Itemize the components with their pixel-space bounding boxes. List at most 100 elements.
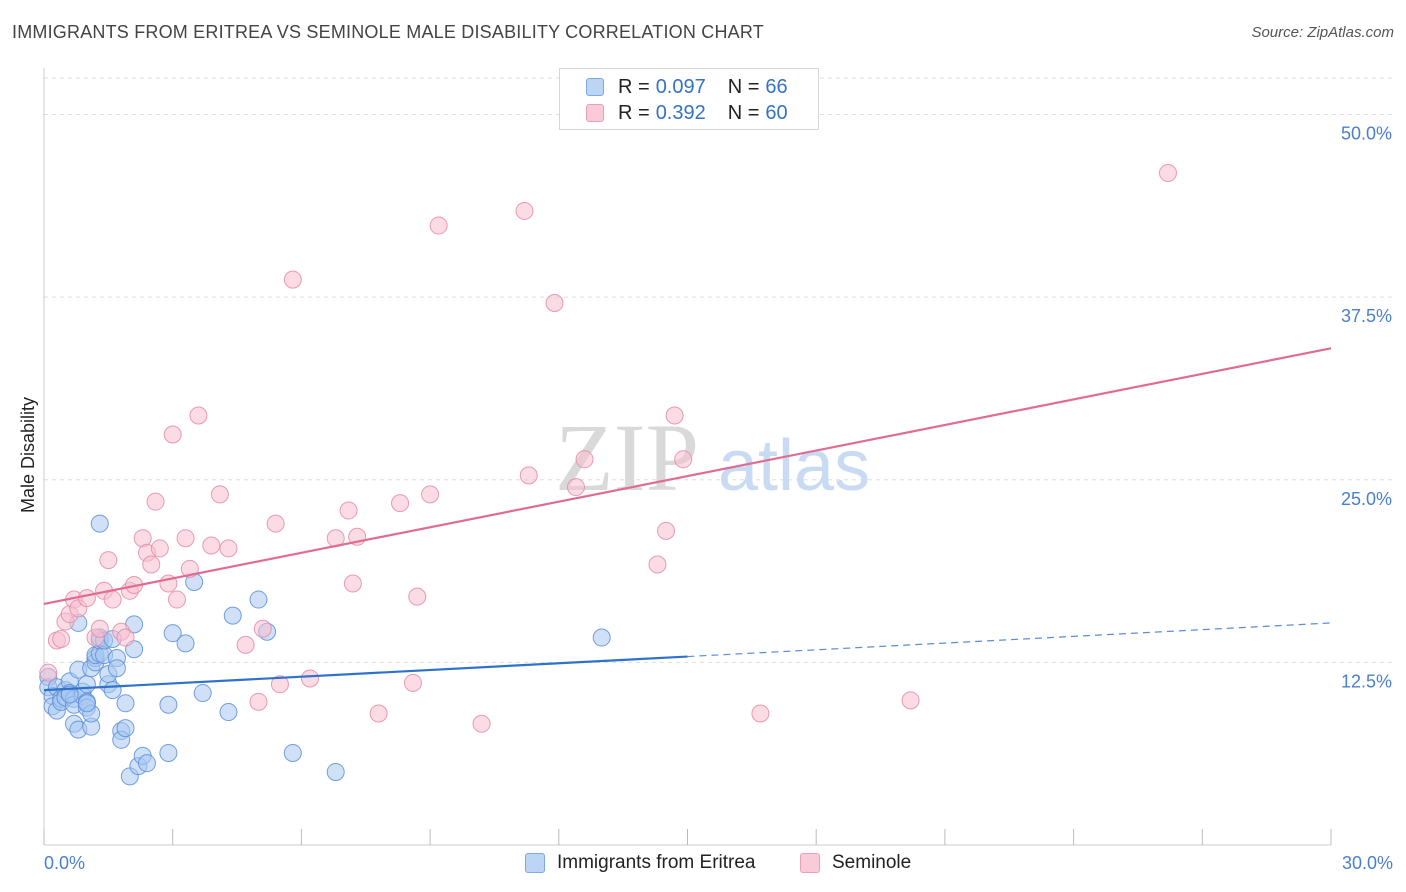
- eritrea-point: [249, 590, 268, 609]
- eritrea-trend-extension: [687, 622, 1332, 658]
- seminole-point: [202, 536, 221, 555]
- seminole-point: [566, 478, 585, 497]
- y-tick-label: 37.5%: [1341, 306, 1392, 326]
- eritrea-point: [103, 681, 122, 700]
- seminole-point: [189, 406, 208, 425]
- seminole-point: [519, 466, 538, 485]
- seminole-point: [266, 514, 285, 533]
- seminole-point: [90, 619, 109, 638]
- seminole-point: [150, 539, 169, 558]
- seminole-point: [283, 270, 302, 289]
- seminole-point: [575, 450, 594, 469]
- eritrea-point: [116, 719, 135, 738]
- eritrea-point: [116, 694, 135, 713]
- seminole-point: [657, 521, 676, 540]
- chart-title: IMMIGRANTS FROM ERITREA VS SEMINOLE MALE…: [12, 22, 764, 42]
- seminole-point: [249, 692, 268, 711]
- seminole-legend-label: Seminole: [832, 852, 912, 873]
- eritrea-point: [176, 634, 195, 653]
- y-tick-label: 50.0%: [1341, 124, 1392, 144]
- legend-n-label: N =: [727, 75, 760, 98]
- seminole-point: [99, 551, 118, 570]
- eritrea-point: [163, 624, 182, 643]
- seminole-swatch: [586, 104, 604, 122]
- y-tick-label: 12.5%: [1341, 671, 1392, 691]
- seminole-point: [515, 201, 534, 220]
- seminole-point: [674, 450, 693, 469]
- eritrea-point: [193, 684, 212, 703]
- legend-n-label: N =: [727, 101, 760, 124]
- eritrea-swatch: [586, 78, 604, 96]
- seminole-legend-swatch: [800, 853, 820, 873]
- seminole-point: [901, 691, 920, 710]
- seminole-point: [648, 555, 667, 574]
- seminole-point: [236, 635, 255, 654]
- seminole-point: [210, 485, 229, 504]
- legend-n-value: 66: [765, 75, 788, 98]
- eritrea-point: [90, 514, 109, 533]
- eritrea-point: [107, 659, 126, 678]
- seminole-point: [146, 492, 165, 511]
- eritrea-point: [219, 703, 238, 722]
- series-legend-seminole[interactable]: Seminole: [800, 852, 911, 874]
- seminole-point: [472, 714, 491, 733]
- seminole-point: [270, 675, 289, 694]
- seminole-point: [545, 293, 564, 312]
- legend-r-label: R =: [618, 101, 650, 124]
- seminole-point: [665, 406, 684, 425]
- eritrea-legend-swatch: [525, 853, 545, 873]
- seminole-point: [163, 425, 182, 444]
- seminole-point: [300, 669, 319, 688]
- seminole-point: [429, 216, 448, 235]
- seminole-point: [339, 501, 358, 520]
- eritrea-point: [137, 754, 156, 773]
- y-tick-label: 25.0%: [1341, 489, 1392, 509]
- series-legend-eritrea[interactable]: Immigrants from Eritrea: [525, 852, 755, 874]
- eritrea-point: [223, 606, 242, 625]
- seminole-point: [1158, 163, 1177, 182]
- seminole-point: [103, 590, 122, 609]
- seminole-point: [421, 485, 440, 504]
- eritrea-point: [283, 743, 302, 762]
- seminole-point: [116, 628, 135, 647]
- seminole-point: [167, 590, 186, 609]
- legend-r-value: 0.097: [655, 75, 706, 98]
- legend-r-value: 0.392: [655, 101, 706, 124]
- seminole-point: [369, 704, 388, 723]
- eritrea-trend-line: [43, 655, 688, 692]
- seminole-point: [403, 673, 422, 692]
- watermark: ZIP atlas: [555, 404, 870, 511]
- legend-r-label: R =: [618, 75, 650, 98]
- eritrea-point: [159, 743, 178, 762]
- seminole-point: [52, 630, 71, 649]
- seminole-point: [391, 494, 410, 513]
- source-label: Source: ZipAtlas.com: [1251, 24, 1394, 41]
- eritrea-point: [592, 628, 611, 647]
- seminole-point: [343, 574, 362, 593]
- seminole-point: [253, 619, 272, 638]
- eritrea-point: [159, 695, 178, 714]
- x-tick-label: 30.0%: [1342, 853, 1393, 873]
- x-tick-labels: 0.0% 30.0%: [44, 853, 1393, 873]
- y-axis-label: Male Disability: [18, 397, 38, 513]
- axes: [43, 68, 1332, 846]
- seminole-point: [176, 529, 195, 548]
- seminole-point: [219, 539, 238, 558]
- seminole-point: [77, 589, 96, 608]
- grid-lines: [44, 77, 1392, 663]
- correlation-legend: R = 0.097 N = 66 R = 0.392 N = 60: [559, 68, 819, 130]
- eritrea-point: [60, 685, 79, 704]
- eritrea-point: [77, 675, 96, 694]
- trend-lines: [43, 347, 1332, 692]
- legend-row-seminole: R = 0.392 N = 60: [586, 100, 788, 126]
- seminole-point: [142, 555, 161, 574]
- seminole-point: [751, 704, 770, 723]
- seminole-point: [39, 663, 58, 682]
- eritrea-point: [326, 762, 345, 781]
- seminole-trend-line: [43, 347, 1332, 606]
- x-tick-label: 0.0%: [44, 853, 85, 873]
- y-tick-labels: 12.5% 25.0% 37.5% 50.0%: [1341, 124, 1392, 692]
- series-legend: Immigrants from Eritrea Seminole: [0, 852, 1406, 878]
- legend-n-value: 60: [765, 101, 788, 124]
